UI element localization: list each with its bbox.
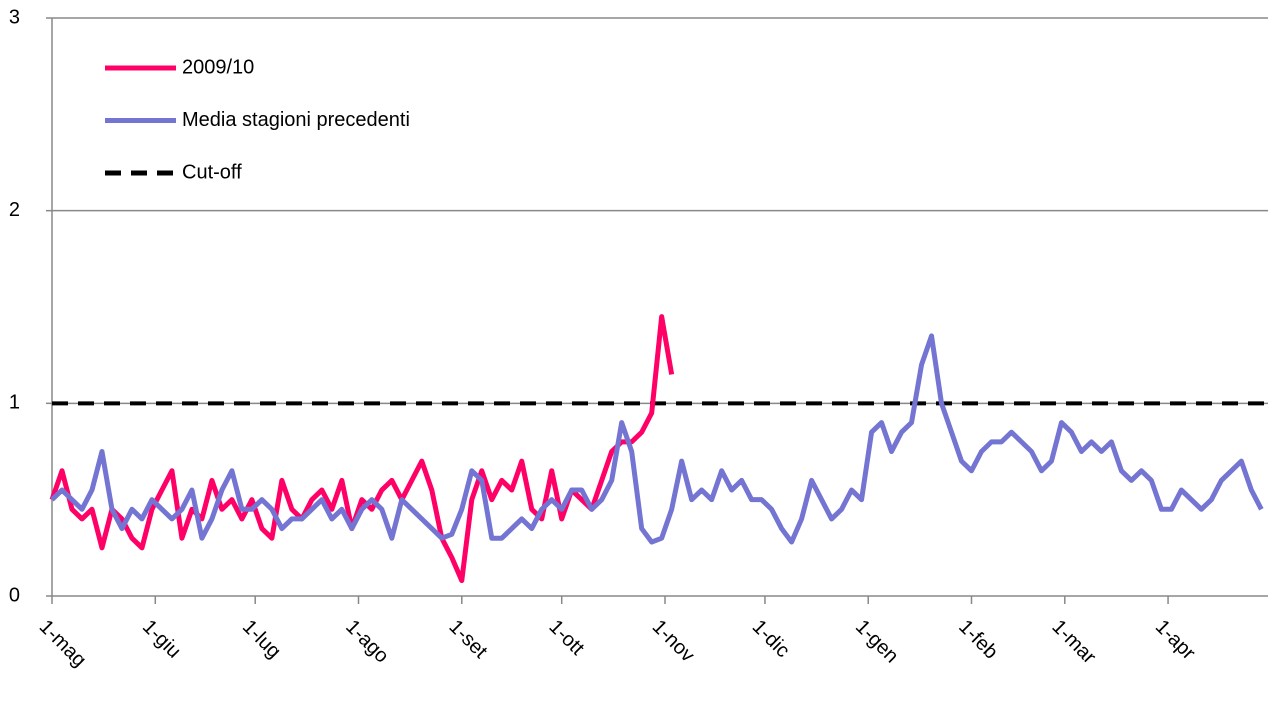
x-tick-label: 1-nov <box>648 616 699 667</box>
y-tick-label: 3 <box>9 6 20 28</box>
x-tick-label: 1-mar <box>1048 616 1101 669</box>
x-tick-label: 1-lug <box>238 616 285 663</box>
x-tick-label: 1-feb <box>954 616 1002 664</box>
legend-label: Media stagioni precedenti <box>182 109 410 131</box>
x-tick-label: 1-ago <box>341 616 393 668</box>
series-line <box>50 333 1264 545</box>
x-tick-label: 1-giu <box>138 616 185 663</box>
x-tick-label: 1-set <box>445 616 492 663</box>
y-tick-label: 0 <box>9 584 20 606</box>
x-tick-label: 1-ott <box>544 616 588 660</box>
legend-label: 2009/10 <box>182 56 254 78</box>
y-tick-label: 2 <box>9 199 20 221</box>
y-tick-label: 1 <box>9 392 20 414</box>
legend-label: Cut-off <box>182 161 242 183</box>
x-tick-label: 1-gen <box>851 616 903 668</box>
x-tick-label: 1-dic <box>748 616 794 662</box>
series-line <box>49 314 675 584</box>
x-tick-label: 1-apr <box>1151 616 1200 665</box>
x-tick-label: 1-mag <box>35 616 91 672</box>
